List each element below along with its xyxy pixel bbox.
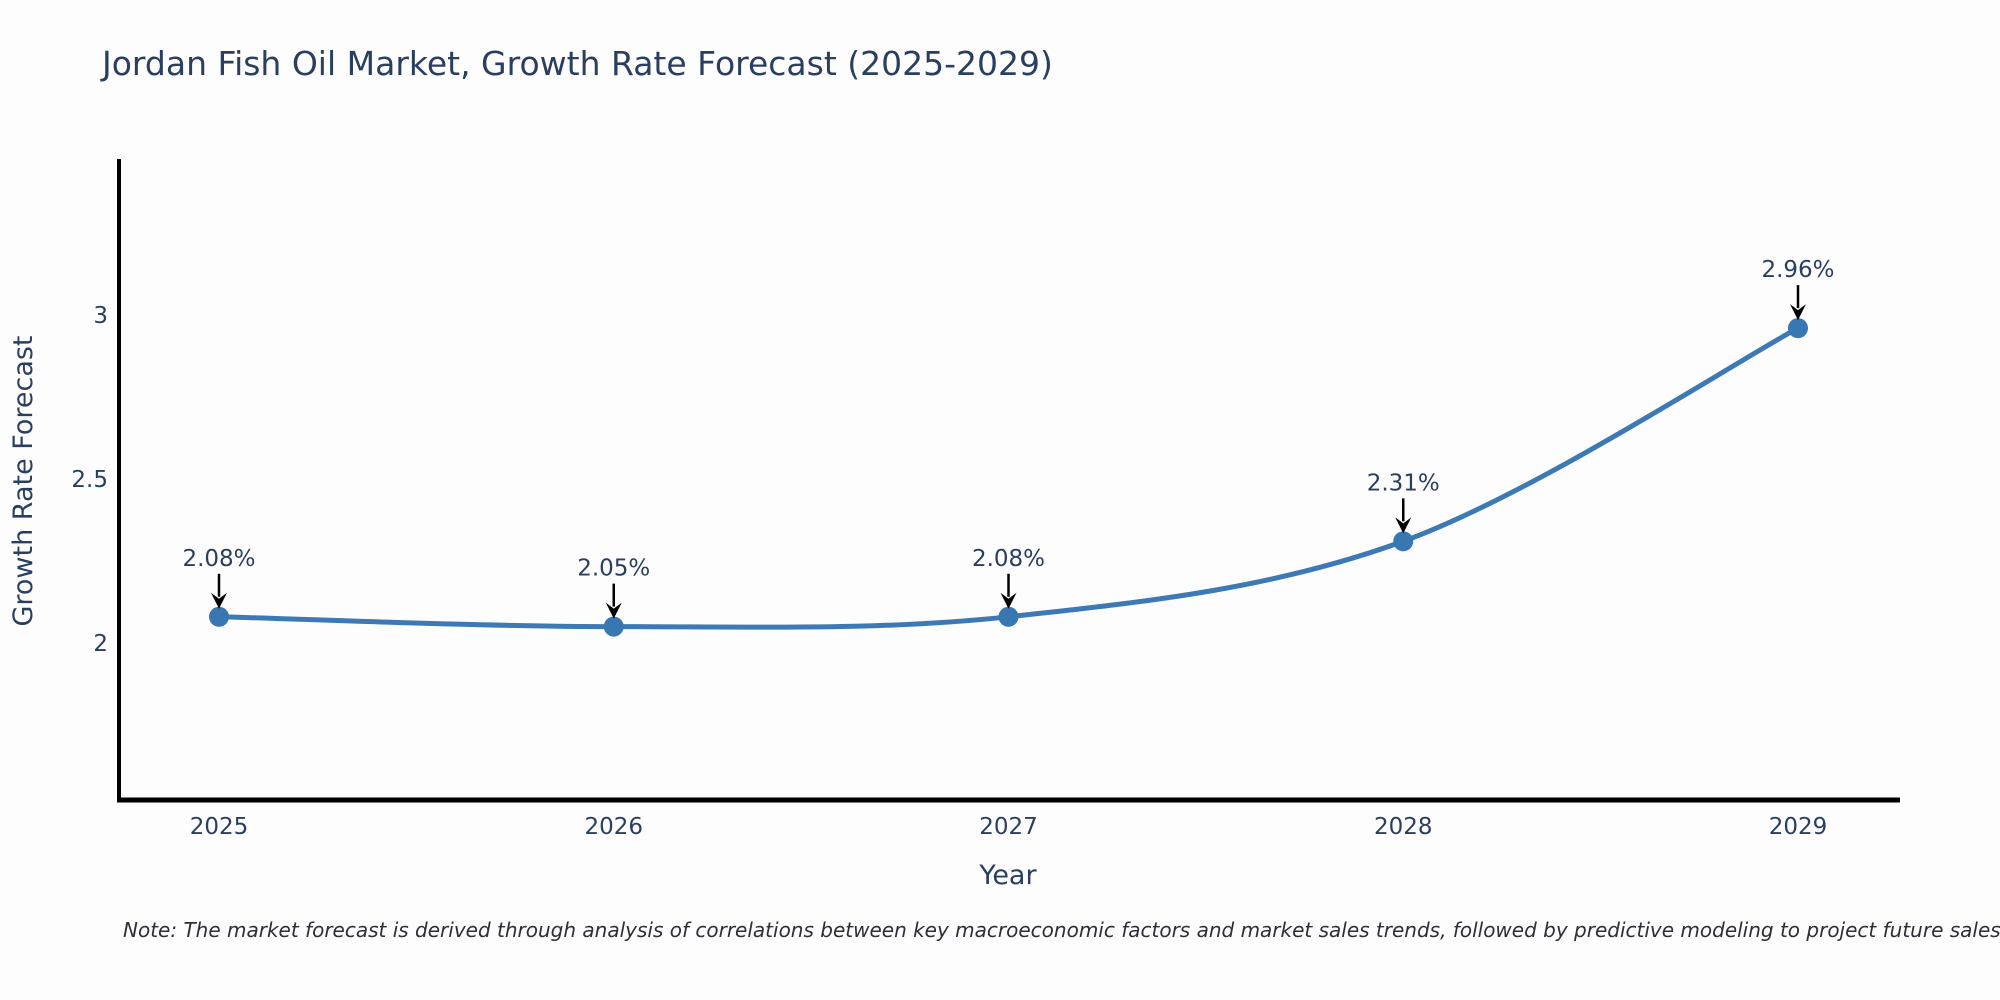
point-value-label: 2.31% xyxy=(1367,470,1440,496)
y-tick-label: 3 xyxy=(93,303,108,329)
x-tick-label: 2028 xyxy=(1374,814,1433,840)
data-point-marker xyxy=(998,606,1019,627)
data-point-marker xyxy=(1788,318,1808,339)
data-point-marker xyxy=(1393,531,1414,552)
point-value-label: 2.08% xyxy=(972,546,1045,572)
footnote: Note: The market forecast is derived thr… xyxy=(123,918,2000,942)
y-tick-label: 2.5 xyxy=(71,467,108,493)
point-value-label: 2.96% xyxy=(1761,257,1834,283)
annotation-arrowhead-icon xyxy=(1395,517,1412,534)
data-point-marker xyxy=(209,606,229,627)
annotation-arrowhead-icon xyxy=(605,602,622,619)
annotation-arrowhead-icon xyxy=(1790,304,1806,321)
x-tick-label: 2025 xyxy=(190,814,249,840)
point-value-label: 2.08% xyxy=(182,546,255,572)
point-value-label: 2.05% xyxy=(577,556,650,582)
x-tick-label: 2027 xyxy=(979,814,1038,840)
y-tick-label: 2 xyxy=(93,631,108,657)
data-point-marker xyxy=(603,616,624,637)
annotation-arrowhead-icon xyxy=(1000,592,1017,609)
annotation-arrowhead-icon xyxy=(211,592,227,609)
chart-title: Jordan Fish Oil Market, Growth Rate Fore… xyxy=(102,44,1053,83)
x-axis-title: Year xyxy=(978,860,1037,891)
y-axis-title: Growth Rate Forecast xyxy=(8,335,39,626)
x-tick-label: 2029 xyxy=(1769,814,1828,840)
x-tick-label: 2026 xyxy=(584,814,643,840)
